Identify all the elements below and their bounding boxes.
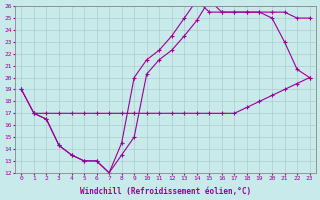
X-axis label: Windchill (Refroidissement éolien,°C): Windchill (Refroidissement éolien,°C) xyxy=(80,187,251,196)
